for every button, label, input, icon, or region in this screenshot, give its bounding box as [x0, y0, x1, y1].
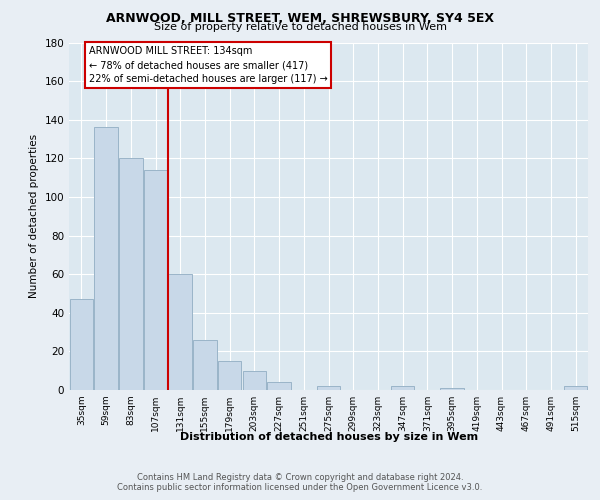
Bar [94, 128, 118, 390]
Text: Size of property relative to detached houses in Wem: Size of property relative to detached ho… [154, 22, 446, 32]
Bar [169, 274, 192, 390]
Bar [119, 158, 143, 390]
Text: Contains public sector information licensed under the Open Government Licence v3: Contains public sector information licen… [118, 482, 482, 492]
Bar [440, 388, 464, 390]
Bar [268, 382, 291, 390]
Bar [218, 361, 241, 390]
Bar [391, 386, 415, 390]
Text: Distribution of detached houses by size in Wem: Distribution of detached houses by size … [180, 432, 478, 442]
Bar [193, 340, 217, 390]
Bar [564, 386, 587, 390]
Bar [242, 370, 266, 390]
Text: Contains HM Land Registry data © Crown copyright and database right 2024.: Contains HM Land Registry data © Crown c… [137, 472, 463, 482]
Bar [70, 300, 93, 390]
Text: ARNWOOD MILL STREET: 134sqm
← 78% of detached houses are smaller (417)
22% of se: ARNWOOD MILL STREET: 134sqm ← 78% of det… [89, 46, 328, 84]
Y-axis label: Number of detached properties: Number of detached properties [29, 134, 39, 298]
Bar [317, 386, 340, 390]
Text: ARNWOOD, MILL STREET, WEM, SHREWSBURY, SY4 5EX: ARNWOOD, MILL STREET, WEM, SHREWSBURY, S… [106, 12, 494, 26]
Bar [144, 170, 167, 390]
